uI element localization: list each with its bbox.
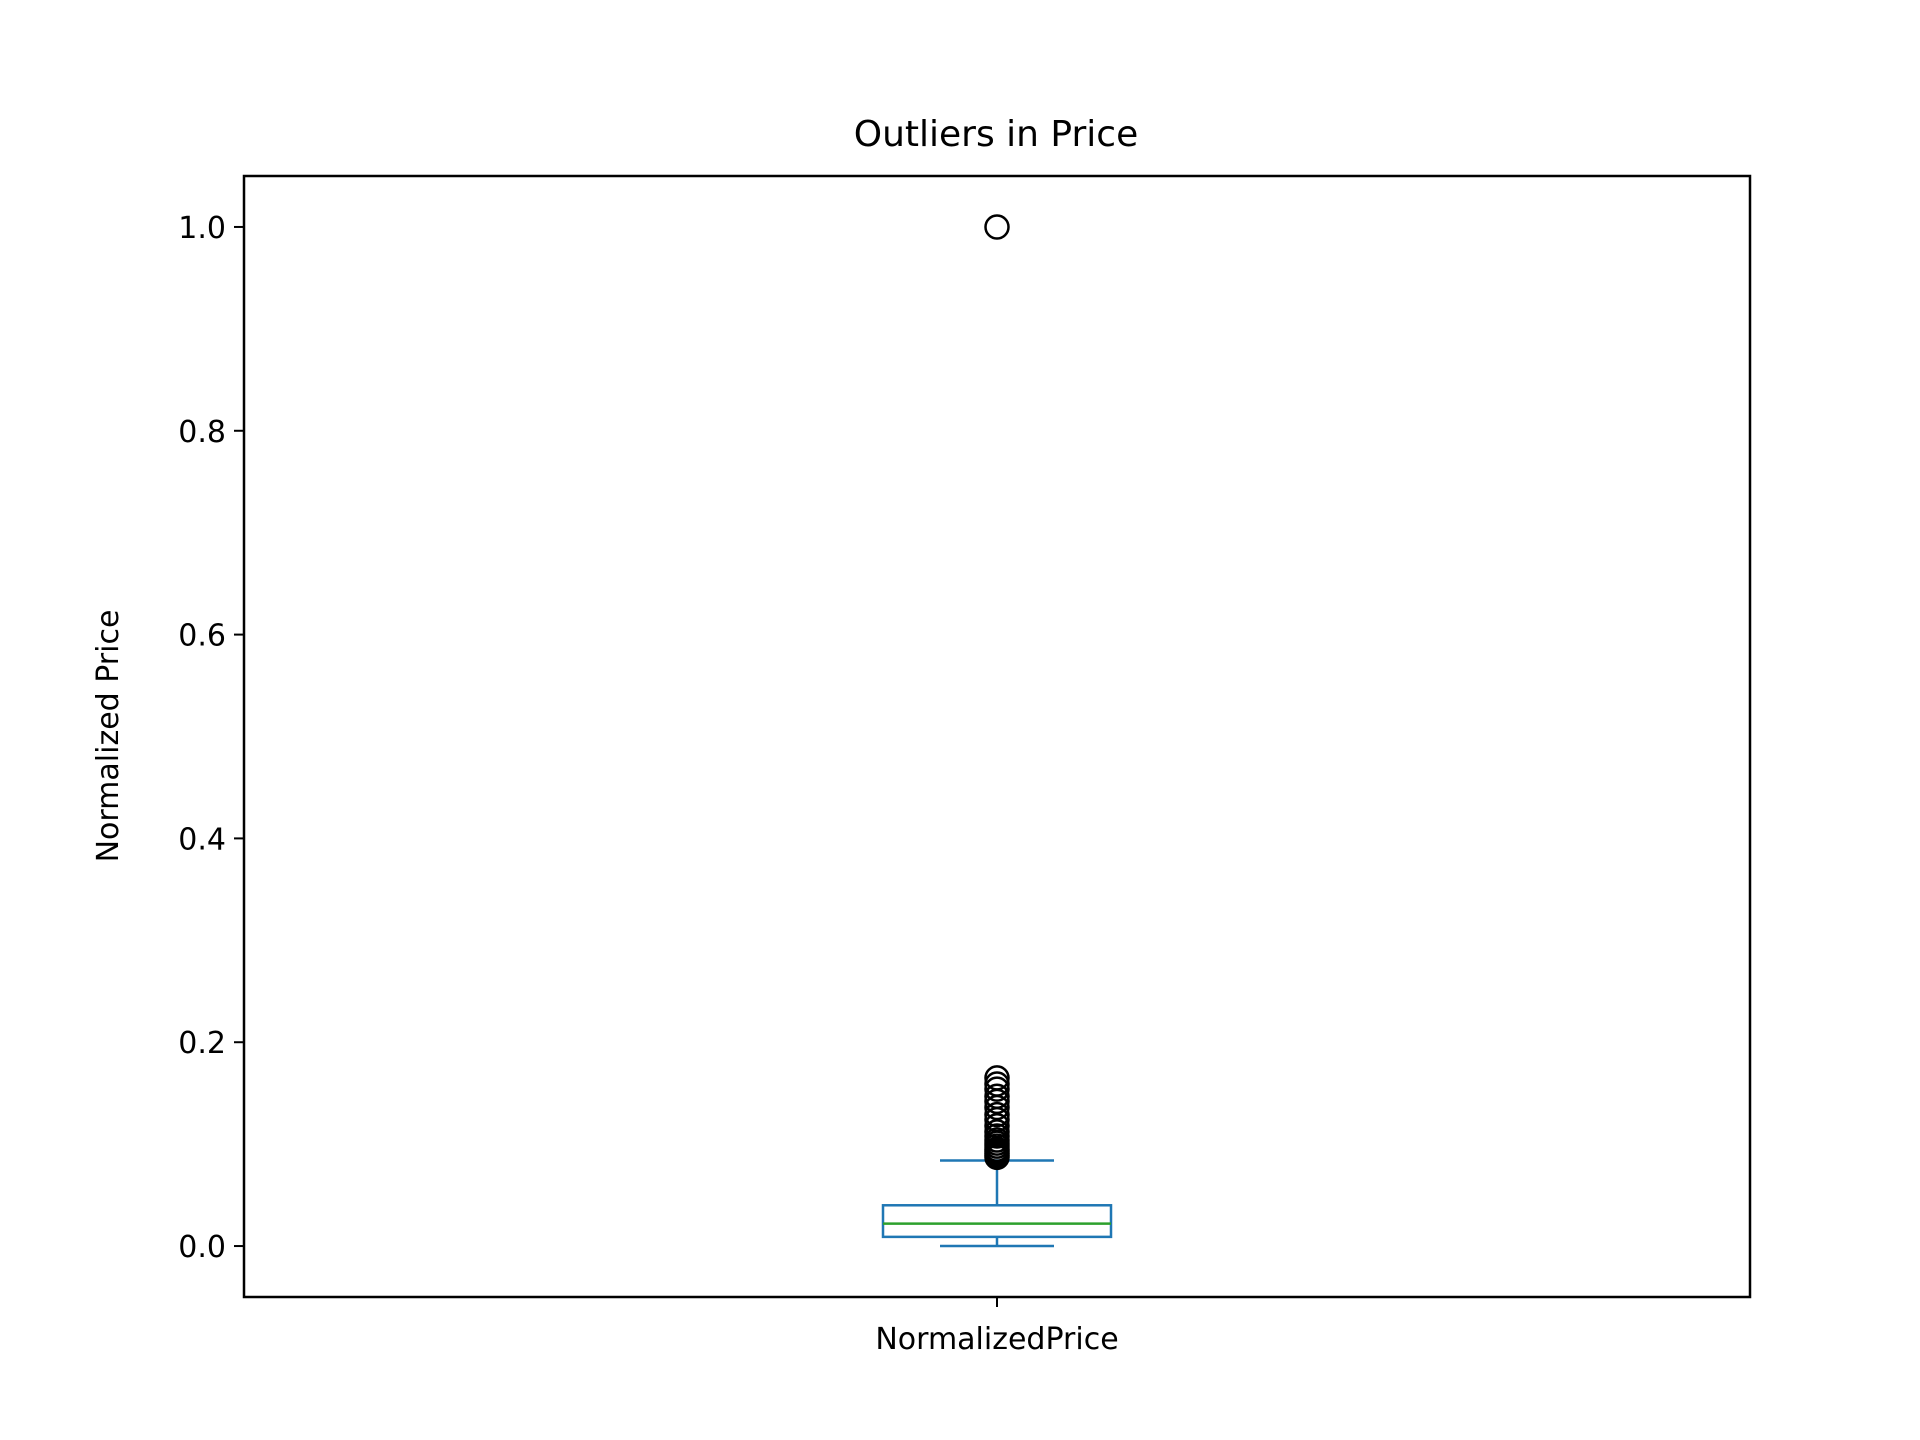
y-tick-label: 0.4	[178, 822, 226, 857]
outlier-point	[984, 1071, 1010, 1097]
outlier-point	[984, 214, 1010, 240]
y-tick-label: 0.2	[178, 1026, 226, 1061]
outlier-point	[984, 1083, 1010, 1109]
x-tick-label: NormalizedPrice	[875, 1322, 1118, 1357]
outlier-point	[984, 1119, 1010, 1145]
y-tick-label: 0.0	[178, 1230, 226, 1265]
plot-marks	[881, 214, 1113, 1248]
y-tick-label: 0.6	[178, 619, 226, 654]
iqr-box	[881, 1204, 1113, 1239]
y-axis-ticks: 0.0 0.2 0.4 0.6 0.8 1.0	[178, 211, 244, 1265]
x-axis-ticks: NormalizedPrice	[875, 1297, 1119, 1357]
outlier-point	[984, 1065, 1010, 1091]
plot-frame	[242, 174, 1752, 1299]
chart-title: Outliers in Price	[854, 114, 1139, 155]
outlier-point	[984, 1113, 1010, 1139]
y-axis-label: Normalized Price	[91, 610, 126, 863]
outlier-point	[984, 1101, 1010, 1128]
y-tick-label: 1.0	[178, 211, 226, 246]
y-tick-label: 0.8	[178, 415, 226, 450]
